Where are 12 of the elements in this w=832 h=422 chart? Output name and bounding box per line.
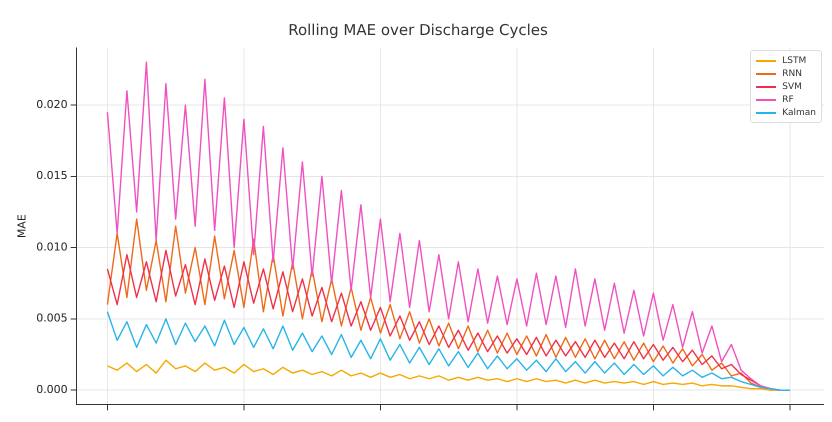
legend-label: RF (782, 94, 794, 104)
legend-label: LSTM (782, 56, 806, 66)
y-tick-label: 0.015 (36, 169, 68, 182)
legend-label: Kalman (782, 108, 816, 118)
legend-label: RNN (782, 68, 802, 78)
chart-title: Rolling MAE over Discharge Cycles (288, 20, 548, 39)
y-tick-label: 0.000 (36, 383, 68, 396)
y-tick-label: 0.005 (36, 312, 68, 325)
y-axis-title: MAE (15, 214, 28, 238)
legend-label: SVM (782, 82, 802, 92)
y-tick-label: 0.010 (36, 240, 68, 254)
y-tick-label: 0.020 (36, 98, 68, 111)
